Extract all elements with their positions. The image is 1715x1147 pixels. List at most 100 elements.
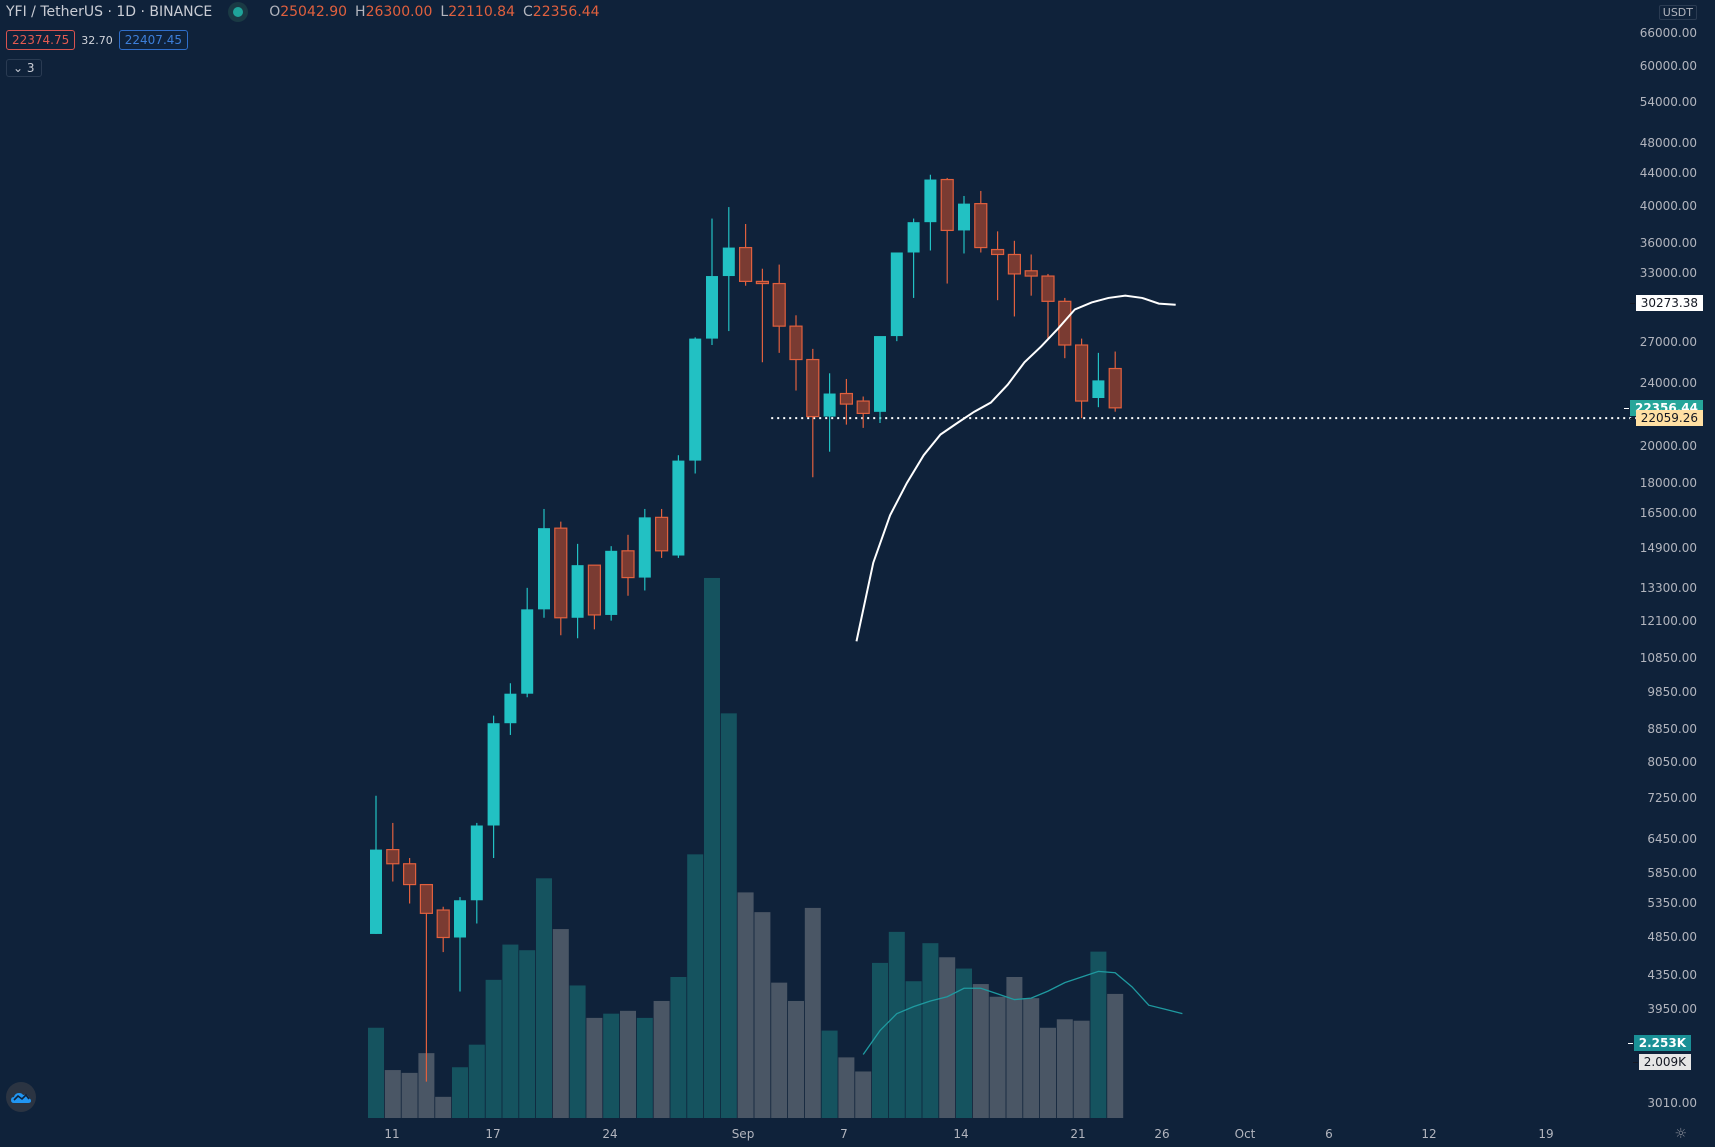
candle-body[interactable]	[1024, 270, 1038, 277]
currency-unit[interactable]: USDT	[1658, 5, 1697, 20]
candle-body[interactable]	[689, 338, 702, 461]
price-axis[interactable]: USDT 66000.00 60000.00 54000.00 48000.00 440…	[1595, 0, 1715, 1147]
volume-tag: 2.009K	[1632, 1054, 1691, 1070]
candle-body[interactable]	[722, 247, 735, 277]
candle-body[interactable]	[621, 550, 635, 579]
volume-bar	[418, 1053, 435, 1118]
candle-body[interactable]	[924, 179, 937, 223]
candle-body[interactable]	[1108, 367, 1122, 409]
candle-body[interactable]	[554, 527, 568, 619]
candle-body[interactable]	[521, 609, 534, 694]
candle-body[interactable]	[470, 825, 483, 901]
volume-bar	[821, 1030, 838, 1118]
ohlc-value: 26300.00	[365, 4, 433, 20]
time-axis-label: 12	[1421, 1127, 1437, 1141]
candle-body[interactable]	[839, 392, 854, 405]
candle-body[interactable]	[504, 693, 517, 724]
settings-gear-icon[interactable]: ☼	[1674, 1126, 1687, 1142]
candle-body[interactable]	[958, 203, 970, 231]
candle-body[interactable]	[990, 248, 1005, 256]
tradingview-logo[interactable]	[6, 1082, 36, 1112]
ohlc-key: H	[355, 4, 366, 20]
candle-body[interactable]	[890, 252, 903, 337]
candle-body[interactable]	[1058, 300, 1072, 346]
candle-body[interactable]	[605, 550, 618, 615]
candle-body[interactable]	[940, 178, 954, 232]
candle-body[interactable]	[789, 325, 803, 361]
time-axis-label: 7	[840, 1127, 848, 1141]
candle-body[interactable]	[1007, 253, 1022, 275]
ohlc-value: 22356.44	[532, 4, 600, 20]
volume-bar	[939, 957, 956, 1118]
candle-body[interactable]	[370, 849, 382, 934]
price-axis-label: 33000.00	[1639, 265, 1697, 280]
candle-body[interactable]	[436, 909, 450, 939]
price-axis-label: 8050.00	[1647, 754, 1697, 769]
candle-body[interactable]	[386, 848, 400, 865]
volume-bar	[872, 962, 888, 1118]
price-axis-label: 36000.00	[1639, 235, 1697, 250]
price-axis-label: 9850.00	[1647, 684, 1697, 699]
indicators-toggle-button[interactable]: ⌄ 3	[6, 59, 42, 77]
volume-bar	[485, 979, 502, 1118]
volume-bar	[1073, 1020, 1090, 1118]
ohlc-key: O	[269, 4, 281, 20]
price-axis-label: 14900.00	[1639, 541, 1697, 556]
symbol-title[interactable]: YFI / TetherUS · 1D · BINANCE	[6, 4, 213, 20]
time-axis-label: Oct	[1234, 1127, 1256, 1141]
candle-body[interactable]	[1074, 344, 1089, 402]
cloud-logo-icon	[11, 1093, 31, 1103]
price-axis-label: 54000.00	[1639, 95, 1697, 110]
volume-bar	[754, 912, 771, 1118]
volume-bar	[905, 981, 922, 1118]
price-tag: 30273.38	[1629, 294, 1703, 311]
volume-bar	[720, 713, 737, 1118]
candle-body[interactable]	[874, 336, 886, 412]
candle-body[interactable]	[654, 516, 669, 552]
candle-body[interactable]	[419, 883, 433, 914]
volume-bar	[1023, 998, 1040, 1118]
candle-body[interactable]	[487, 723, 500, 826]
price-axis-label: 10850.00	[1639, 651, 1697, 666]
price-axis-label: 40000.00	[1639, 199, 1697, 214]
time-axis-label: 6	[1325, 1127, 1333, 1141]
candle-body[interactable]	[974, 203, 988, 249]
candle-body[interactable]	[907, 222, 920, 253]
candle-body[interactable]	[538, 528, 550, 610]
candle-body[interactable]	[587, 564, 602, 616]
volume-bar	[1006, 977, 1023, 1118]
candle-body[interactable]	[672, 460, 685, 556]
volume-bar	[620, 1010, 636, 1118]
candle-body[interactable]	[755, 280, 770, 285]
candle-body[interactable]	[823, 393, 836, 417]
candle-body[interactable]	[772, 282, 786, 327]
price-axis-label: 60000.00	[1639, 58, 1697, 73]
time-axis-label: Sep	[731, 1127, 755, 1141]
candle-body[interactable]	[403, 863, 417, 886]
candle-body[interactable]	[571, 565, 584, 618]
candle-body[interactable]	[1092, 380, 1105, 399]
candle-body[interactable]	[454, 900, 466, 938]
ohlc-values: O25042.90 H26300.00 L22110.84 C22356.44	[261, 4, 599, 20]
volume-bar	[888, 931, 905, 1118]
price-axis-label: 5850.00	[1647, 865, 1697, 880]
volume-bar	[737, 892, 754, 1118]
bid-price[interactable]: 22374.75	[6, 30, 76, 50]
candle-body[interactable]	[738, 246, 753, 282]
ask-price[interactable]: 22407.45	[118, 30, 189, 50]
candle-body[interactable]	[1041, 275, 1055, 302]
candle-body[interactable]	[638, 517, 651, 578]
volume-bar	[855, 1071, 872, 1118]
candle-body[interactable]	[706, 276, 718, 339]
volume-bar	[788, 1000, 804, 1118]
price-axis-label: 18000.00	[1639, 475, 1697, 490]
ohlc-key: L	[440, 4, 449, 20]
price-axis-label: 6450.00	[1647, 831, 1697, 846]
price-axis-label: 4350.00	[1647, 968, 1697, 983]
symbol-legend: YFI / TetherUS · 1D · BINANCE O25042.90 H…	[6, 4, 600, 20]
candle-body[interactable]	[856, 400, 870, 415]
time-axis-label: 14	[953, 1127, 969, 1141]
volume-bar	[1090, 951, 1107, 1118]
candle-body[interactable]	[806, 358, 820, 418]
